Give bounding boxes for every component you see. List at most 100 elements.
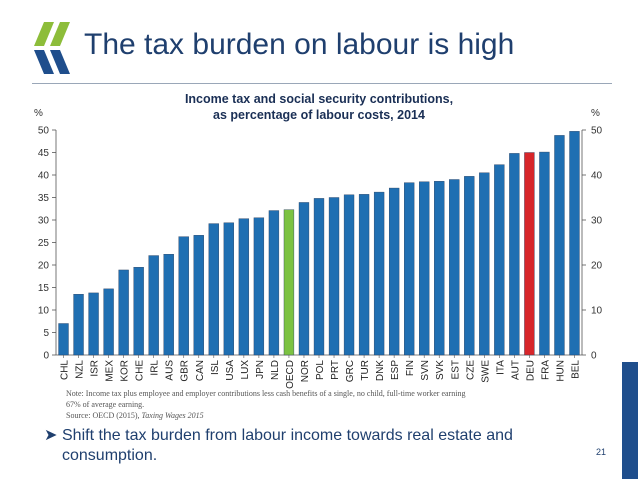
y-tick-label-left: 15: [38, 283, 50, 294]
bar-hun: [554, 135, 565, 356]
bar-svk: [434, 181, 445, 356]
y-axis-unit-right: %: [591, 108, 600, 119]
oecd-logo-icon: [34, 22, 70, 74]
y-tick-label-left: 30: [38, 216, 50, 227]
x-tick-label: CHE: [135, 360, 146, 381]
bar-deu: [524, 152, 535, 356]
bar-isl: [208, 223, 219, 356]
x-tick-label: POL: [315, 360, 326, 380]
x-tick-label: SVK: [435, 360, 446, 380]
page-title: The tax burden on labour is high: [84, 28, 515, 61]
x-tick-label: CAN: [195, 360, 206, 381]
x-tick-label: EST: [450, 360, 461, 379]
bar-mex: [103, 288, 114, 356]
y-axis-unit-left: %: [34, 108, 43, 119]
x-tick-label: SVN: [420, 360, 431, 381]
chart-note: Note: Income tax plus employee and emplo…: [66, 389, 466, 398]
title-divider: [32, 83, 612, 84]
x-tick-label: AUS: [165, 360, 176, 381]
arrow-bullet-icon: ➤: [44, 427, 58, 444]
y-tick-label-left: 10: [38, 306, 50, 317]
y-tick-label-left: 35: [38, 193, 50, 204]
source-prefix: Source: OECD (2015),: [66, 411, 142, 420]
corner-decoration: [622, 362, 638, 479]
chart-bars: [58, 131, 580, 356]
bar-grc: [343, 194, 355, 356]
x-tick-label: KOR: [120, 360, 131, 382]
bar-cze: [464, 176, 475, 356]
x-tick-label: MEX: [105, 360, 116, 382]
bar-irl: [148, 255, 159, 356]
bar-nor: [298, 202, 310, 356]
y-tick-label-right: 40: [591, 171, 603, 182]
bar-tur: [358, 194, 370, 356]
bar-fin: [404, 182, 415, 356]
y-tick-label-left: 25: [38, 238, 50, 249]
x-tick-label: NZL: [75, 360, 86, 379]
chart-x-labels: CHL NZL ISR MEX KOR CHE IRL AUS GBR CAN ISL USA LUX J…: [60, 355, 581, 389]
bar-esp: [388, 187, 400, 356]
bar-kor: [118, 269, 129, 356]
x-tick-label: FRA: [540, 360, 551, 380]
bar-gbr: [178, 236, 189, 356]
y-tick-label-left: 5: [43, 328, 49, 339]
x-tick-label: ISR: [90, 360, 101, 377]
y-tick-label-right: 30: [591, 216, 603, 227]
bar-fra: [539, 151, 550, 356]
bar-prt: [328, 197, 340, 356]
bar-isr: [88, 292, 99, 356]
x-tick-label: DEU: [525, 360, 536, 381]
x-tick-label: TUR: [360, 360, 371, 381]
bar-jpn: [253, 217, 265, 356]
bar-can: [193, 235, 204, 356]
chart-subtitle: as percentage of labour costs, 2014: [213, 108, 425, 122]
bar-dnk: [373, 191, 385, 356]
x-tick-label: GRC: [345, 360, 356, 382]
x-tick-label: LUX: [240, 360, 251, 380]
bar-che: [133, 267, 144, 356]
bar-aut: [509, 153, 520, 356]
bar-lux: [238, 218, 250, 356]
y-tick-label-left: 45: [38, 148, 50, 159]
bar-usa: [223, 222, 234, 356]
y-tick-label-right: 50: [591, 126, 603, 137]
source-title: Taxing Wages 2015: [141, 411, 204, 420]
y-tick-label-right: 20: [591, 261, 603, 272]
x-tick-label: USA: [225, 360, 236, 381]
x-tick-label: CZE: [465, 360, 476, 380]
x-tick-label: IRL: [150, 360, 161, 376]
x-tick-label: ITA: [495, 360, 506, 375]
bar-est: [449, 179, 460, 356]
chart-source: Source: OECD (2015), Taxing Wages 2015: [66, 411, 586, 420]
bar-aus: [163, 253, 174, 356]
y-tick-label-left: 20: [38, 261, 50, 272]
bar-svn: [419, 181, 430, 356]
x-tick-label: AUT: [510, 360, 521, 380]
bar-oecd: [283, 209, 295, 356]
bullet-text: Shift the tax burden from labour income …: [62, 427, 513, 464]
x-tick-label: HUN: [555, 360, 566, 382]
bar-nld: [268, 210, 280, 356]
y-tick-label-left: 50: [38, 126, 50, 137]
x-tick-label: OECD: [285, 360, 296, 389]
bar-ita: [494, 164, 505, 356]
x-tick-label: DNK: [375, 360, 386, 381]
page-number: 21: [596, 447, 607, 457]
x-tick-label: CHL: [60, 360, 71, 380]
bar-nzl: [73, 294, 84, 356]
x-tick-label: SWE: [480, 360, 491, 383]
bar-chl: [58, 323, 69, 356]
bar-pol: [313, 198, 325, 356]
y-tick-label-right: 0: [591, 351, 597, 362]
x-tick-label: NLD: [270, 360, 281, 380]
y-tick-label-left: 0: [43, 351, 49, 362]
bar-bel: [569, 131, 580, 356]
x-tick-label: PRT: [330, 360, 341, 380]
x-tick-label: BEL: [570, 360, 581, 379]
chart-title: Income tax and social security contribut…: [184, 92, 454, 106]
x-tick-label: GBR: [180, 360, 191, 382]
x-tick-label: FIN: [405, 360, 416, 376]
x-tick-label: ISL: [210, 360, 221, 375]
